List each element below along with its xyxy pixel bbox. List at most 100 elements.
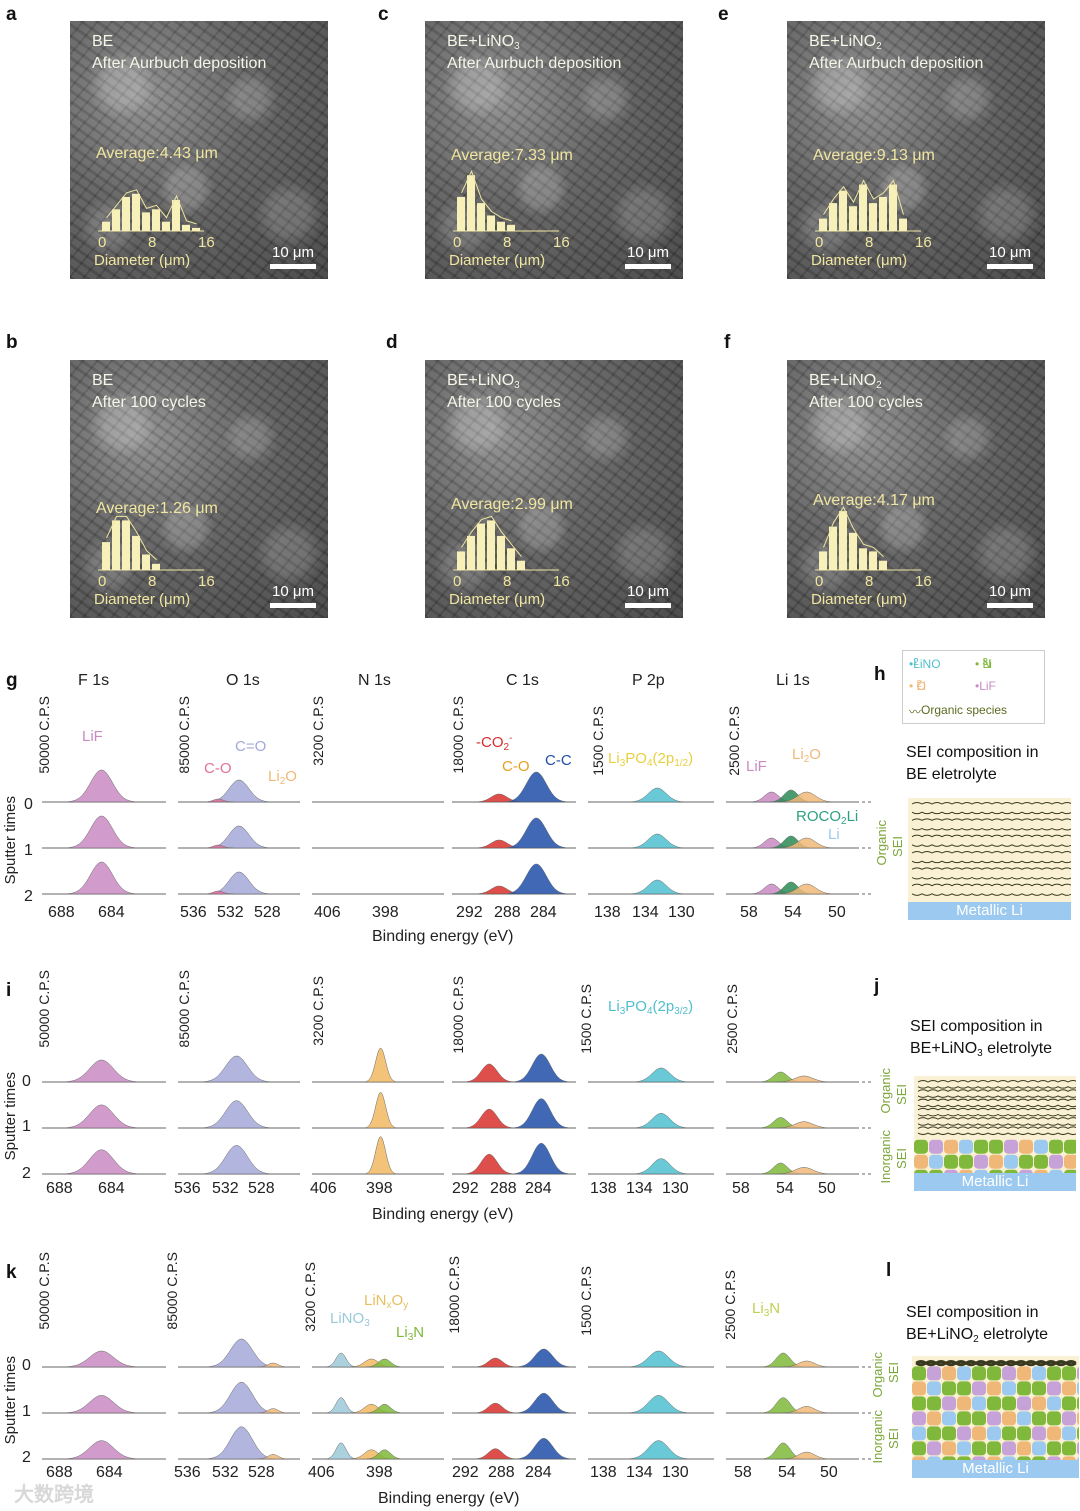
organic-species [911, 851, 1071, 854]
tick-label: 406 [310, 1180, 337, 1197]
organic-species [917, 1123, 1076, 1126]
organic-species [911, 827, 1071, 831]
annotation-co2: -CO2- [476, 733, 513, 753]
hist-bar [839, 511, 847, 570]
inorganic-grain [1002, 1381, 1016, 1396]
sem-title-line2: After 100 cycles [809, 394, 923, 411]
organic-species [911, 860, 1071, 864]
x-axis-title: Binding energy (eV) [378, 1490, 520, 1507]
element-title-li1s: Li 1s [776, 672, 810, 689]
inorganic-grain [1004, 1154, 1018, 1169]
xps-peak [65, 1149, 138, 1175]
hist-xlabel: Diameter (μm) [449, 591, 545, 608]
tick-label: 58 [734, 1464, 752, 1481]
inorganic-grain [1019, 1154, 1033, 1169]
hist-bar [132, 193, 140, 231]
xps-peak [258, 1362, 289, 1368]
tick-label: 406 [308, 1464, 335, 1481]
sem-title-line2: After 100 cycles [92, 394, 206, 411]
sputter-level: 0 [22, 1357, 31, 1374]
tick-label: 134 [626, 1180, 653, 1197]
tick-label: 54 [776, 1180, 794, 1197]
xps-peak [474, 1448, 517, 1460]
inorganic-grain [1077, 1381, 1079, 1395]
organic-species [917, 1086, 1076, 1089]
hist-bar [467, 535, 475, 570]
sem-image-e: BE+LiNO2 After Aurbuch deposition Averag… [787, 21, 1045, 279]
inorganic-label: Inorganic [870, 1410, 885, 1464]
inorganic-grain [927, 1411, 941, 1426]
xps-peak [365, 1047, 396, 1083]
inorganic-grain [959, 1139, 973, 1154]
inorganic-grain [989, 1139, 1003, 1154]
organic-species [911, 802, 1071, 805]
inorganic-grain [1062, 1396, 1076, 1411]
sei-label: SEI [886, 1428, 901, 1449]
annotation-c-c: C-C [545, 752, 572, 769]
organic-species [917, 1098, 1076, 1102]
xps-peak [203, 798, 234, 803]
xps-peak [203, 1055, 270, 1083]
annotation-c-eq-o: C=O [235, 738, 267, 755]
cps-label: 50000 C.P.S [36, 970, 52, 1048]
inorganic-grain [1019, 1139, 1033, 1154]
inorganic-grain [1032, 1381, 1046, 1396]
hist-tick: 8 [503, 234, 511, 251]
panel-label-b: b [6, 332, 18, 353]
tick-label: 398 [366, 1180, 393, 1197]
tick-label: 58 [732, 1180, 750, 1197]
hist-bar [457, 551, 465, 570]
xps-spectra [42, 769, 872, 1460]
tick-label: 50 [818, 1180, 836, 1197]
sem-image-f: BE+LiNO2 After 100 cycles Average:4.17 μ… [787, 360, 1045, 618]
inorganic-grain [1017, 1456, 1031, 1460]
sputter-level: 0 [22, 1073, 31, 1090]
inorganic-grain [914, 1154, 928, 1169]
hist-bar [182, 224, 190, 231]
organic-species [911, 818, 1071, 821]
sputter-level: 2 [22, 1449, 31, 1466]
legend-li3n: • Li 3 N [975, 657, 992, 671]
organic-species [911, 893, 1071, 896]
hist-fit-curve [106, 189, 197, 225]
hist-tick: 0 [815, 234, 823, 251]
xps-peak [506, 863, 567, 895]
sem-title-line1: BE+LiNO2 [809, 33, 882, 52]
xps-peak [514, 1142, 569, 1175]
inorganic-grain [927, 1456, 941, 1460]
hist-tick: 8 [148, 234, 156, 251]
panel-label-a: a [6, 4, 17, 25]
cps-label: 3200 C.P.S [302, 1262, 318, 1332]
annotation-c-o-carbon: C-O [502, 758, 530, 775]
sputter-level: 1 [22, 1118, 31, 1135]
hist-bar [497, 221, 505, 231]
tick-label: 134 [626, 1464, 653, 1481]
inorganic-grain [1017, 1396, 1031, 1411]
sem-title-line1: BE+LiNO3 [447, 33, 520, 52]
annotation-c-o: C-O [204, 760, 232, 777]
inorganic-grain [1004, 1139, 1018, 1154]
xps-peak [633, 1067, 689, 1083]
hist-bar [172, 200, 180, 231]
sem-title-line2: After Aurbuch deposition [809, 55, 984, 72]
xps-peak [630, 879, 685, 895]
inorganic-grain [974, 1169, 988, 1174]
inorganic-grain [972, 1396, 986, 1411]
tick-label: 284 [525, 1180, 552, 1197]
hist-tick: 8 [865, 234, 873, 251]
element-title-o1s: O 1s [226, 672, 260, 689]
annotation-li3po4-32: Li3PO4(2p3/2) [608, 998, 694, 1017]
sem-image-b: BE After 100 cycles Average:1.26 μm 0 8 16… [70, 360, 328, 618]
inorganic-grain [944, 1154, 958, 1169]
xps-peak [776, 1121, 832, 1129]
scale-bar: 10 μm [987, 244, 1033, 269]
panel-label-f: f [724, 332, 731, 353]
xps-peak [68, 769, 135, 803]
inorganic-grain [912, 1426, 926, 1441]
tick-label: 288 [494, 904, 521, 921]
inorganic-grain [942, 1441, 956, 1456]
organic-species [911, 867, 1071, 870]
panel-label-e: e [718, 4, 729, 25]
tick-label: 288 [490, 1180, 517, 1197]
xps-peak [516, 1438, 572, 1460]
